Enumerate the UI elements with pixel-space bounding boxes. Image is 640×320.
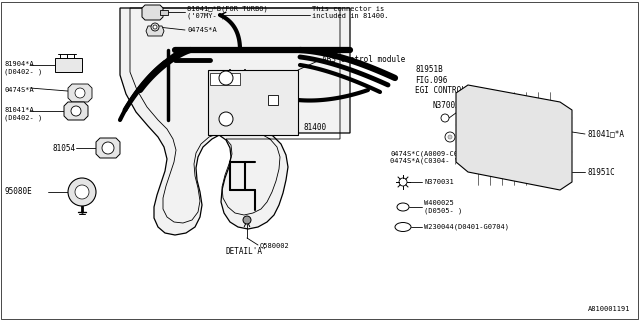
Text: ABS control module: ABS control module — [322, 54, 405, 63]
Polygon shape — [96, 138, 120, 158]
Circle shape — [102, 142, 114, 154]
Text: 81054: 81054 — [52, 143, 75, 153]
Text: A810001191: A810001191 — [588, 306, 630, 312]
Polygon shape — [55, 58, 82, 72]
Text: 0474S*C(A0009-C0303)
0474S*A(C0304- ): 0474S*C(A0009-C0303) 0474S*A(C0304- ) — [390, 150, 475, 164]
Polygon shape — [120, 8, 350, 235]
Text: Q580002: Q580002 — [260, 242, 290, 248]
Circle shape — [151, 23, 159, 31]
FancyBboxPatch shape — [208, 70, 298, 135]
Circle shape — [445, 132, 455, 142]
Circle shape — [219, 112, 233, 126]
Circle shape — [71, 106, 81, 116]
Circle shape — [243, 216, 251, 224]
Text: N37002: N37002 — [432, 100, 460, 109]
Text: 81041*A
(D0402- ): 81041*A (D0402- ) — [4, 107, 42, 121]
FancyBboxPatch shape — [268, 95, 278, 105]
Text: 81951C: 81951C — [587, 167, 615, 177]
Text: A: A — [224, 116, 228, 122]
Text: 81904*A
(D0402- ): 81904*A (D0402- ) — [4, 61, 42, 75]
Circle shape — [68, 178, 96, 206]
Text: 0474S*A: 0474S*A — [4, 87, 34, 93]
Text: N370031: N370031 — [424, 179, 454, 185]
Polygon shape — [64, 102, 88, 120]
Text: 81951B
FIG.096
EGI CONTROL: 81951B FIG.096 EGI CONTROL — [415, 65, 466, 95]
Circle shape — [441, 114, 449, 122]
Text: 95080E: 95080E — [4, 188, 32, 196]
Circle shape — [219, 71, 233, 85]
Circle shape — [399, 178, 407, 186]
Polygon shape — [146, 26, 164, 36]
Ellipse shape — [395, 222, 411, 231]
Text: W230044(D0401-G0704): W230044(D0401-G0704) — [424, 224, 509, 230]
Text: A: A — [224, 76, 228, 81]
Text: W400025
(D0505- ): W400025 (D0505- ) — [424, 200, 462, 214]
Polygon shape — [68, 84, 92, 102]
Circle shape — [77, 89, 83, 95]
FancyBboxPatch shape — [210, 73, 240, 85]
Circle shape — [75, 185, 89, 199]
Circle shape — [75, 88, 85, 98]
Polygon shape — [456, 85, 572, 190]
Text: DETAIL'A': DETAIL'A' — [225, 247, 267, 257]
Ellipse shape — [397, 203, 409, 211]
Circle shape — [448, 135, 452, 139]
Circle shape — [153, 25, 157, 29]
Text: 81400: 81400 — [303, 123, 326, 132]
Text: 0474S*A: 0474S*A — [187, 27, 217, 33]
Polygon shape — [160, 10, 168, 15]
Polygon shape — [142, 5, 163, 20]
Text: 81041□*B(FOR TURBO)
('07MY- ): 81041□*B(FOR TURBO) ('07MY- ) — [187, 5, 268, 19]
Text: 81041□*A: 81041□*A — [587, 130, 624, 139]
Text: This connector is
included in 81400.: This connector is included in 81400. — [312, 5, 388, 19]
